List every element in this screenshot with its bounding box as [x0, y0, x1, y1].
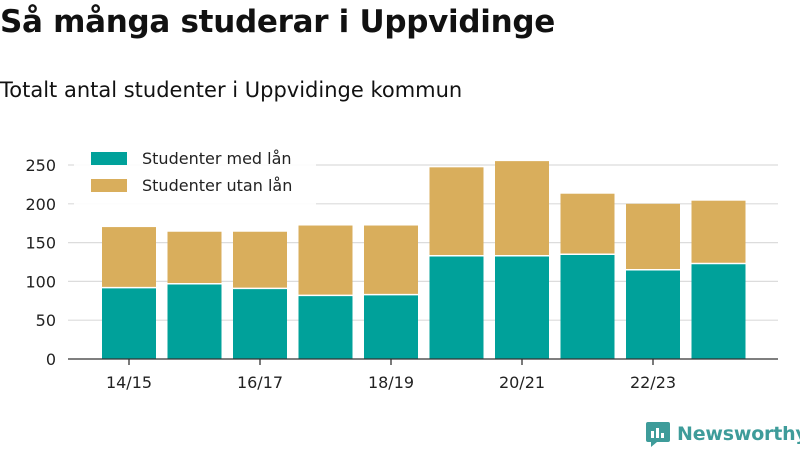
bar-utan-lan	[626, 203, 680, 270]
bar-utan-lan	[691, 200, 746, 264]
legend-swatch	[91, 179, 127, 192]
bar-med-lan	[691, 263, 746, 359]
y-tick-label: 50	[36, 311, 56, 330]
bar-utan-lan	[298, 225, 353, 296]
bar-utan-lan	[102, 227, 156, 288]
bar-med-lan	[364, 294, 418, 359]
y-tick-label: 250	[25, 156, 56, 175]
bar-utan-lan	[364, 225, 418, 295]
bar-utan-lan	[233, 231, 287, 289]
bar-med-lan	[560, 254, 615, 359]
x-tick-label: 20/21	[499, 373, 545, 392]
x-tick-label: 18/19	[368, 373, 414, 392]
y-tick-label: 100	[25, 272, 56, 291]
bar-med-lan	[102, 287, 156, 359]
brand-name: Newsworthy	[677, 423, 800, 445]
bar-med-lan	[495, 255, 549, 359]
bar-med-lan	[167, 283, 222, 359]
x-axis: 14/15 16/17 18/19 20/21 22/23	[68, 358, 778, 392]
x-tick-label: 16/17	[237, 373, 283, 392]
chart-title: Så många studerar i Uppvidinge	[0, 4, 555, 40]
bar-utan-lan	[167, 231, 222, 284]
newsworthy-brand: Newsworthy	[645, 420, 800, 448]
chart-subtitle: Totalt antal studenter i Uppvidinge komm…	[0, 78, 463, 102]
bars	[102, 161, 746, 359]
legend-label: Studenter utan lån	[142, 176, 292, 195]
bar-med-lan	[233, 288, 287, 359]
bar-med-lan	[298, 295, 353, 359]
bar-med-lan	[429, 255, 484, 359]
bar-med-lan	[626, 269, 680, 359]
bar-utan-lan	[495, 161, 549, 256]
legend-label: Studenter med lån	[142, 149, 292, 168]
y-axis: 0 50 100 150 200 250	[25, 156, 56, 369]
x-tick-label: 14/15	[106, 373, 152, 392]
y-tick-label: 150	[25, 234, 56, 253]
legend: Studenter med lån Studenter utan lån	[74, 146, 316, 206]
y-tick-label: 0	[46, 350, 56, 369]
legend-swatch	[91, 152, 127, 165]
bar-utan-lan	[560, 193, 615, 255]
x-tick-label: 22/23	[630, 373, 676, 392]
y-tick-label: 200	[25, 195, 56, 214]
bar-utan-lan	[429, 167, 484, 256]
newsworthy-logo-icon	[646, 422, 670, 447]
